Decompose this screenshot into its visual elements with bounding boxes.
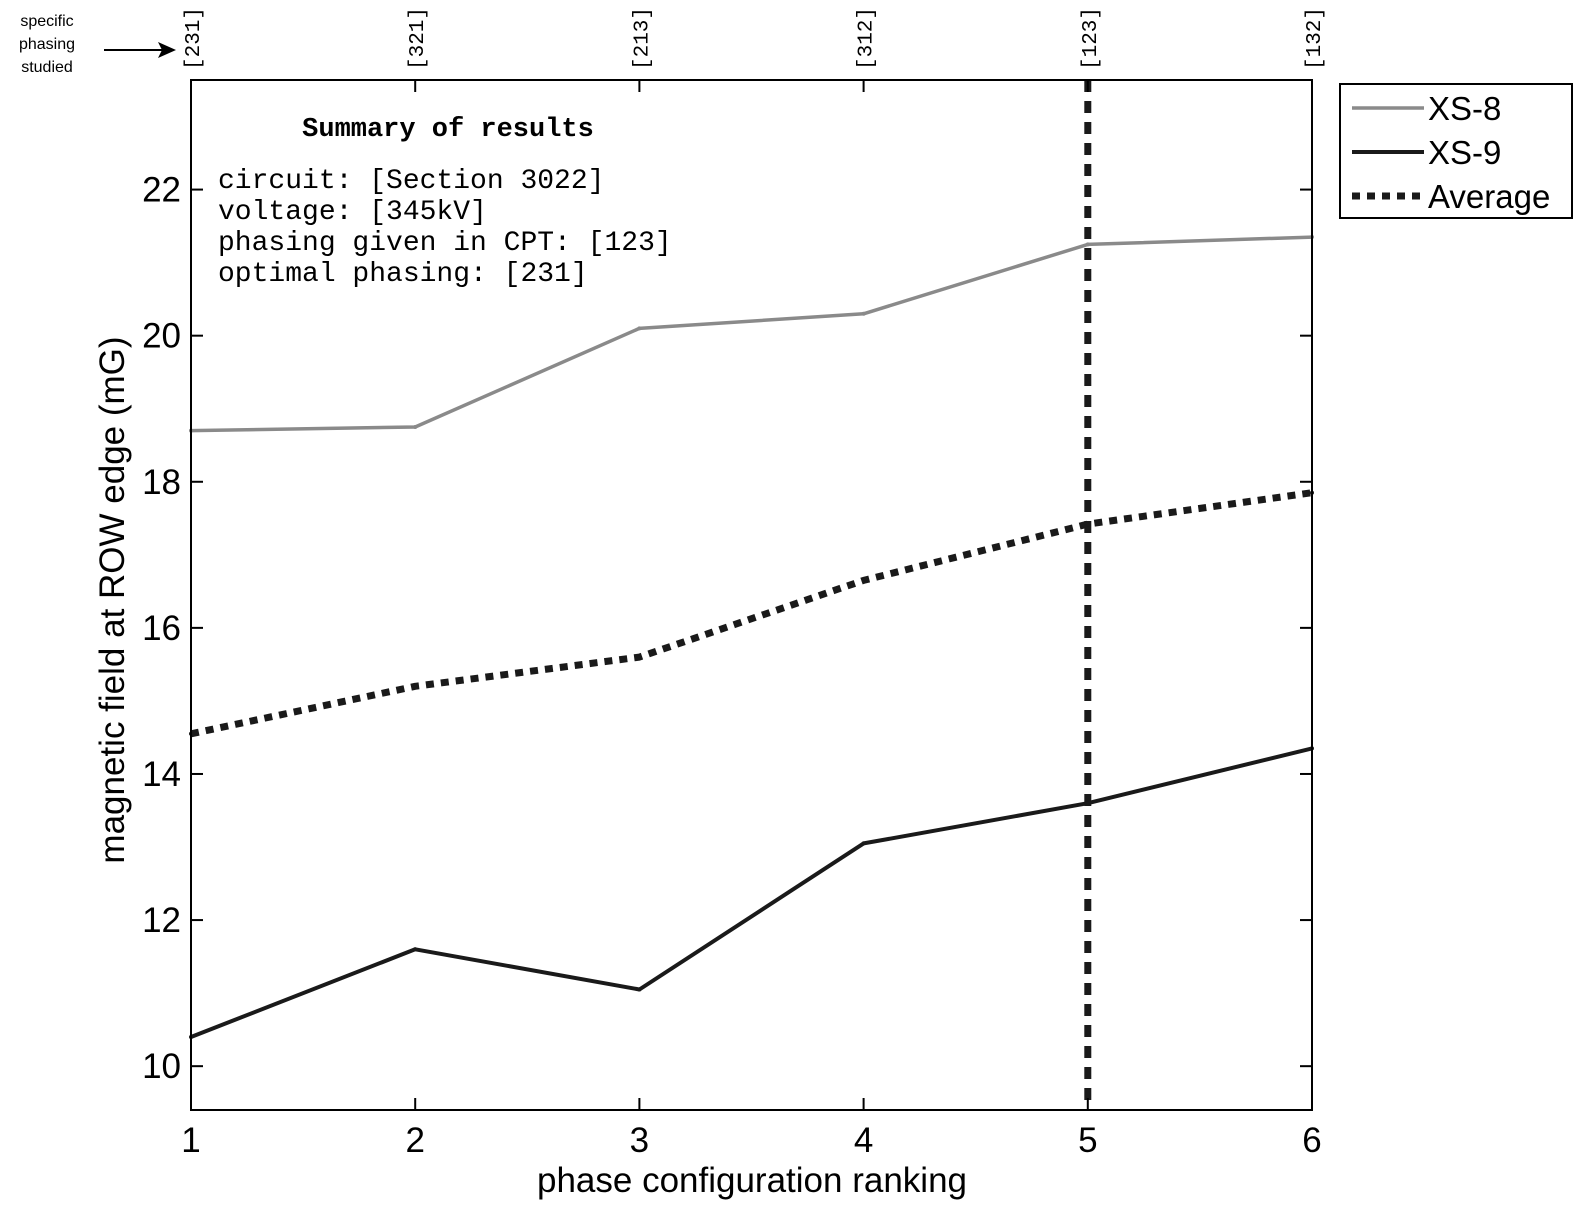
legend-label-xs-8: XS-8 [1428, 90, 1501, 127]
x-axis-label: phase configuration ranking [537, 1161, 967, 1200]
y-tick-label: 18 [142, 463, 181, 502]
data-point-xs-9 [861, 841, 866, 846]
y-tick-label: 22 [142, 171, 181, 210]
data-point-xs-8 [861, 311, 866, 316]
data-point-xs-9 [413, 947, 418, 952]
side-note: specific phasing studied [19, 13, 176, 76]
y-axis-label: magnetic field at ROW edge (mG) [93, 336, 132, 863]
annotation-line-circuit: circuit: [Section 3022] [218, 166, 604, 197]
data-point-average [1085, 522, 1090, 527]
series-line-xs-9 [190, 746, 1313, 1039]
legend: XS-8 XS-9 Average [1339, 83, 1573, 219]
data-point-average [413, 684, 418, 689]
axes-layer: 1 [231] 2 [321] 3 [213] 4 [312] 5 [123] 6 [132] 10 12… [142, 7, 1327, 1160]
x-tick-label: 4 [854, 1121, 873, 1160]
series-line-xs-8 [190, 235, 1313, 433]
annotation-title: Summary of results [302, 115, 594, 145]
series-line-average [190, 489, 1313, 738]
annotation-line-optimal: optimal phasing: [231] [218, 259, 588, 290]
plot-layer [189, 80, 1314, 1110]
legend-label-average: Average [1428, 178, 1550, 215]
side-note-line-2: phasing [19, 36, 75, 53]
x-tick-label: 5 [1078, 1121, 1097, 1160]
top-tick-label: [132] [1304, 7, 1327, 70]
data-point-xs-9 [1085, 801, 1090, 806]
annotation-line-voltage: voltage: [345kV] [218, 197, 487, 228]
data-point-xs-8 [1085, 242, 1090, 247]
x-tick-label: 3 [630, 1121, 649, 1160]
annotation-box: Summary of results circuit: [Section 302… [218, 115, 672, 290]
top-tick-label: [312] [856, 7, 879, 70]
side-note-arrowhead [158, 42, 176, 58]
top-tick-label: [123] [1080, 7, 1103, 70]
annotation-line-phasing-cpt: phasing given in CPT: [123] [218, 228, 672, 259]
side-note-line-1: specific [20, 13, 73, 30]
data-point-xs-8 [413, 424, 418, 429]
y-tick-label: 10 [142, 1047, 181, 1086]
data-point-xs-8 [637, 326, 642, 331]
x-tick-label: 2 [405, 1121, 424, 1160]
top-tick-label: [321] [407, 7, 430, 70]
data-point-average [861, 578, 866, 583]
data-point-average [637, 655, 642, 660]
y-tick-label: 20 [142, 317, 181, 356]
side-note-line-3: studied [21, 59, 73, 76]
y-tick-label: 14 [142, 755, 181, 794]
data-point-xs-9 [637, 987, 642, 992]
top-tick-label: [213] [631, 7, 654, 70]
legend-label-xs-9: XS-9 [1428, 134, 1501, 171]
y-tick-label: 12 [142, 901, 181, 940]
plot-frame [190, 79, 1313, 1111]
x-tick-label: 6 [1302, 1121, 1321, 1160]
y-tick-label: 16 [142, 609, 181, 648]
top-tick-label: [231] [183, 7, 206, 70]
x-tick-label: 1 [181, 1121, 200, 1160]
